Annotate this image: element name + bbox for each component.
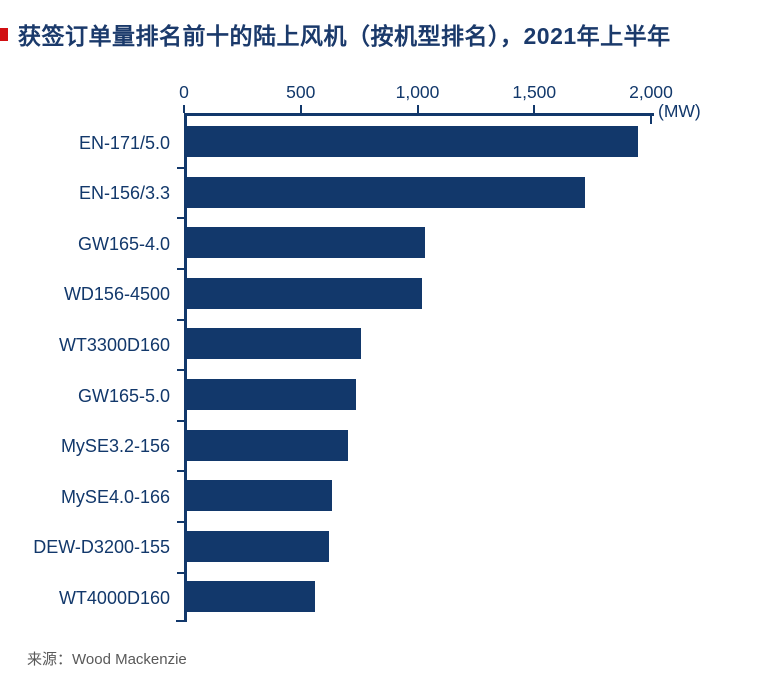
category-label: MySE4.0-166 [60,486,170,507]
category-label: DEW-D3200-155 [33,537,170,558]
bar-WD156-4500 [187,277,422,309]
bar-MySE4.0-166 [187,480,332,512]
axis-unit-label: (MW) [658,101,701,121]
category-label: GW165-4.0 [77,233,170,254]
bar-DEW-D3200-155 [187,530,330,562]
bar-WT3300D160 [187,328,361,360]
bar-MySE3.2-156 [187,429,349,461]
x-axis-line [184,113,654,116]
y-tick-mark [177,166,184,169]
category-label: WT3300D160 [58,334,170,355]
bar-EN-156/3.3 [187,176,586,208]
chart-title: 获签订单量排名前十的陆上风机（按机型排名），2021年上半年 [18,23,671,49]
x-tick-mark [183,105,185,113]
x-tick-mark [299,105,302,113]
y-tick-mark [177,217,184,220]
x-tick-label: 2,000 [629,82,673,102]
y-tick-mark [177,470,184,473]
category-label: WD156-4500 [63,284,170,305]
x-tick-mark [533,105,536,113]
y-tick-mark [177,419,184,422]
category-label: MySE3.2-156 [60,436,170,457]
category-label: WT4000D160 [58,587,170,608]
bar-GW165-4.0 [187,227,426,259]
x-tick-label: 1,000 [395,82,440,102]
y-axis-line [184,113,187,622]
bar-EN-171/5.0 [187,126,638,157]
category-label: GW165-5.0 [77,385,170,406]
y-tick-mark [177,318,184,321]
category-label: EN-171/5.0 [78,132,170,153]
x-tick-label: 500 [286,82,316,102]
x-tick-label: 0 [179,82,189,102]
x-tick-label: 1,500 [512,82,557,102]
category-label: EN-156/3.3 [78,183,170,204]
y-tick-mark [177,571,184,574]
y-tick-mark [177,369,184,372]
y-tick-mark [177,521,184,523]
title-accent-mark [0,28,8,41]
x-tick-mark [416,105,419,113]
bar-GW165-5.0 [187,379,357,410]
x-tick-mark [650,116,652,124]
y-axis-end-tick [176,620,184,622]
bar-WT4000D160 [187,581,316,613]
y-tick-mark [177,268,184,270]
source-note: 来源：Wood Mackenzie [27,651,187,668]
